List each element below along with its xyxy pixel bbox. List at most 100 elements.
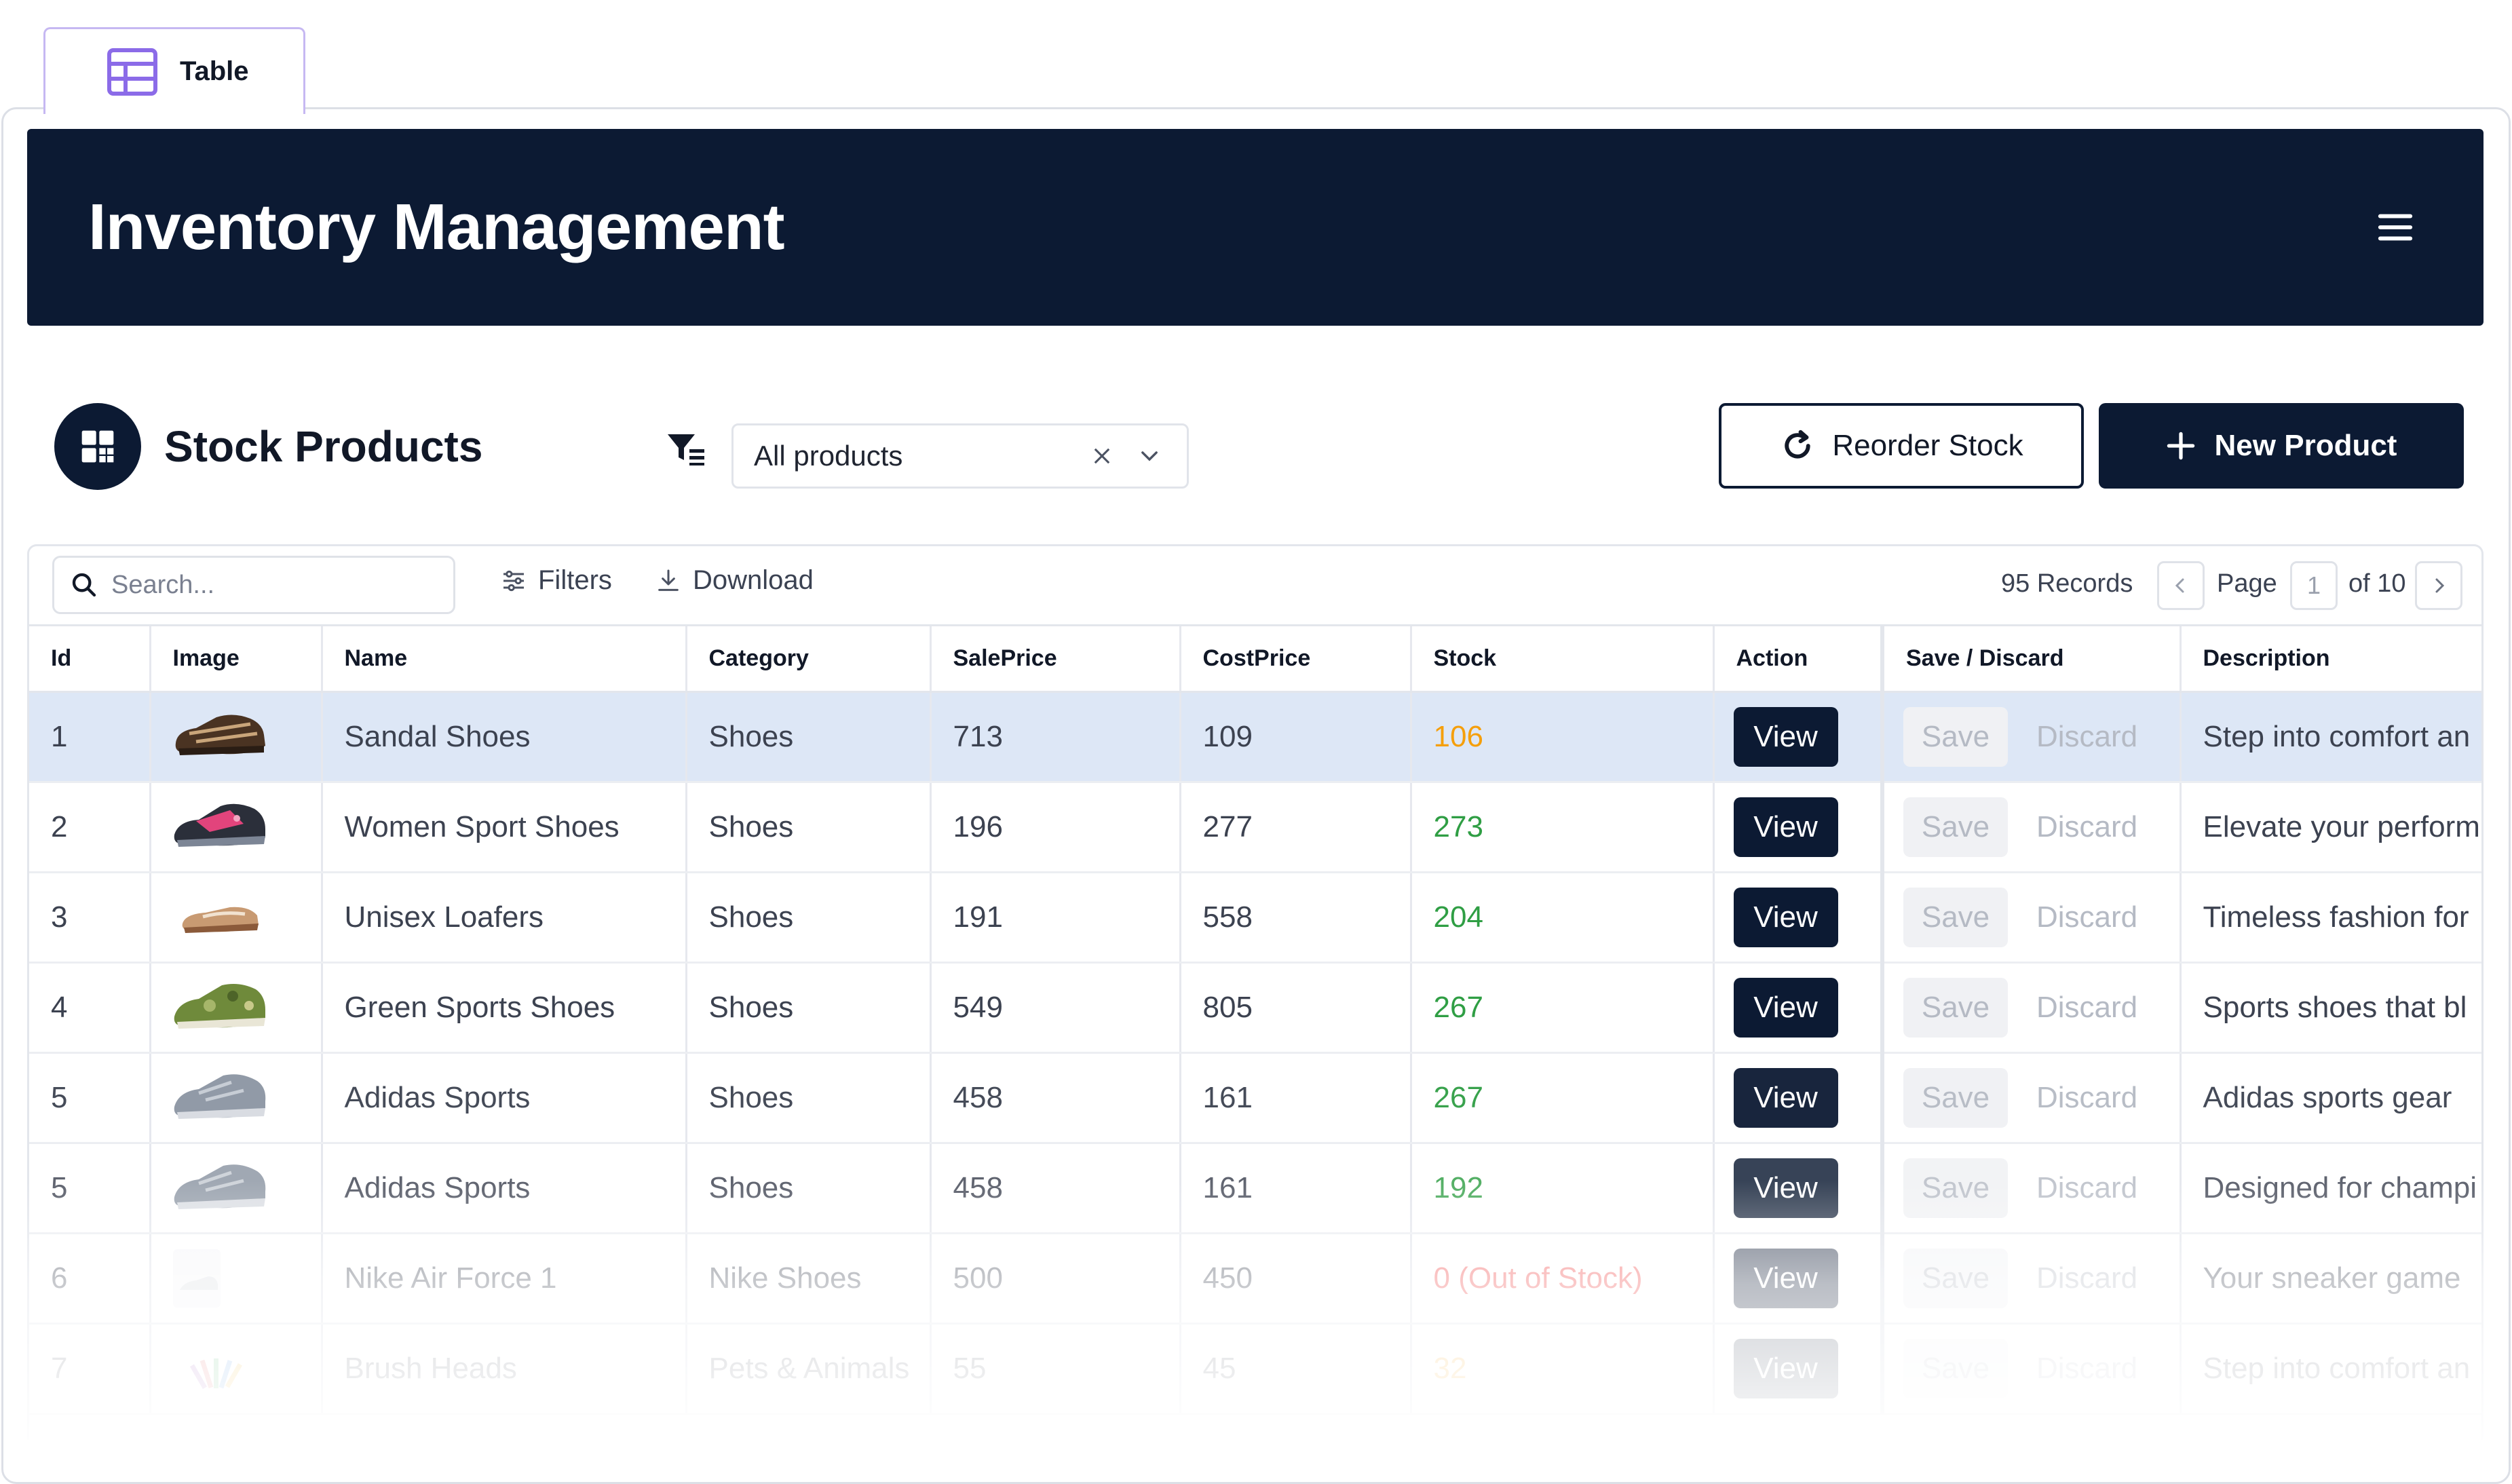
save-button[interactable]: Save (1903, 1248, 2008, 1308)
category-cell: Nike Shoes (686, 1233, 932, 1325)
table-row[interactable]: 6 Nike Air Force 1 Nike Shoes 500 450 0 (Out … (29, 1233, 2481, 1325)
view-button[interactable]: View (1733, 797, 1838, 857)
action-cell: View (1713, 1323, 1884, 1415)
loafer-photo (182, 907, 259, 933)
save-discard-cell: Save Discard (1882, 872, 2182, 964)
chevron-down-icon[interactable] (1133, 439, 1166, 473)
view-button[interactable]: View (1733, 1158, 1838, 1218)
discard-button[interactable]: Discard (2036, 1080, 2138, 1114)
chevron-left-icon (2175, 578, 2184, 593)
column-header-saleprice[interactable]: SalePrice (930, 626, 1181, 693)
clear-icon[interactable] (1085, 439, 1119, 473)
column-header-image[interactable]: Image (150, 626, 323, 693)
stock-cell: 106 (1411, 691, 1715, 783)
category-cell: Pets & Animals (686, 1323, 932, 1415)
table-icon (107, 47, 157, 96)
discard-button[interactable]: Discard (2036, 1351, 2138, 1385)
page-title: Inventory Management (88, 191, 785, 263)
column-header-stock[interactable]: Stock (1411, 626, 1715, 693)
brush-heads-photo (189, 1358, 242, 1389)
tab-table[interactable]: Table (43, 27, 305, 114)
column-header-costprice[interactable]: CostPrice (1180, 626, 1412, 693)
refresh-icon (1785, 430, 1811, 459)
table-row[interactable]: 7 Brush Heads Pets & Animals 55 45 32 View Save… (29, 1323, 2481, 1415)
save-discard-cell: Save Discard (1882, 1052, 2182, 1144)
name-cell: Adidas Sports (322, 1052, 687, 1144)
table-header-row: Id Image Name Category SalePrice CostPri… (29, 626, 2481, 693)
description-cell: Sports shoes that bl (2180, 962, 2481, 1054)
prev-page-button[interactable] (2157, 561, 2205, 610)
image-cell (150, 1323, 323, 1415)
table-row[interactable]: 5 Adidas Sports Shoes 458 161 267 View Save Disc… (29, 1052, 2481, 1144)
save-button[interactable]: Save (1903, 1158, 2008, 1218)
pink-sport-shoe-photo (174, 803, 265, 847)
table-row[interactable]: 3 Unisex Loafers Shoes 191 558 204 View Save Dis… (29, 872, 2481, 964)
table-toolbar: Filters Download 95 Records Page 1 of 10 (29, 546, 2481, 626)
view-button[interactable]: View (1733, 1338, 1838, 1399)
column-header-description[interactable]: Description (2180, 626, 2481, 693)
save-button[interactable]: Save (1903, 1067, 2008, 1128)
image-cell (150, 1052, 323, 1144)
view-button[interactable]: View (1733, 977, 1838, 1038)
discard-button[interactable]: Discard (2036, 990, 2138, 1024)
search-input[interactable] (111, 570, 423, 600)
table-row[interactable]: 2 Women Sport Shoes Shoes 196 277 273 View Save… (29, 782, 2481, 873)
save-button[interactable]: Save (1903, 977, 2008, 1038)
save-discard-cell: Save Discard (1882, 962, 2182, 1054)
discard-button[interactable]: Discard (2036, 1261, 2138, 1295)
discard-button[interactable]: Discard (2036, 719, 2138, 753)
save-button[interactable]: Save (1903, 887, 2008, 947)
column-header-category[interactable]: Category (686, 626, 932, 693)
action-cell: View (1713, 691, 1884, 783)
hamburger-menu-button[interactable] (2368, 200, 2422, 254)
hamburger-icon (2378, 214, 2413, 241)
column-header-action[interactable]: Action (1713, 626, 1884, 693)
action-cell: View (1713, 1052, 1884, 1144)
discard-button[interactable]: Discard (2036, 1171, 2138, 1204)
column-header-save-discard[interactable]: Save / Discard (1882, 626, 2182, 693)
column-header-name[interactable]: Name (322, 626, 687, 693)
section-heading: Stock Products (54, 403, 482, 490)
tab-label: Table (180, 56, 249, 86)
filter-sort-icon[interactable] (665, 430, 712, 471)
product-filter-select[interactable]: All products (731, 423, 1189, 489)
id-cell: 2 (29, 782, 151, 873)
chevron-right-icon (2435, 578, 2445, 593)
view-button[interactable]: View (1733, 706, 1838, 767)
table-row[interactable]: 5 Adidas Sports Shoes 458 161 192 View Save Disc… (29, 1143, 2481, 1234)
next-page-button[interactable] (2415, 561, 2462, 610)
view-button[interactable]: View (1733, 1248, 1838, 1308)
search-box[interactable] (52, 556, 455, 614)
table-row[interactable]: 1 Sandal Shoes Shoes 713 109 106 View Save Disca… (29, 691, 2481, 783)
save-button[interactable]: Save (1903, 1338, 2008, 1399)
costprice-cell: 161 (1180, 1052, 1412, 1144)
app-header: Inventory Management (27, 129, 2484, 326)
description-cell: Step into comfort an (2180, 1323, 2481, 1415)
category-cell: Shoes (686, 962, 932, 1054)
download-button[interactable]: Download (655, 565, 814, 596)
page-number-input[interactable]: 1 (2290, 561, 2338, 610)
view-button[interactable]: View (1733, 887, 1838, 947)
reorder-stock-button[interactable]: Reorder Stock (1719, 403, 2084, 489)
table-row[interactable]: 4 Green Sports Shoes Shoes 549 805 267 View Sav… (29, 962, 2481, 1054)
save-button[interactable]: Save (1903, 706, 2008, 767)
discard-button[interactable]: Discard (2036, 810, 2138, 843)
download-label: Download (693, 565, 814, 595)
category-cell: Shoes (686, 691, 932, 783)
costprice-cell: 805 (1180, 962, 1412, 1054)
costprice-cell: 450 (1180, 1233, 1412, 1325)
green-camo-shoe-photo (174, 983, 265, 1029)
name-cell: Sandal Shoes (322, 691, 687, 783)
save-button[interactable]: Save (1903, 797, 2008, 857)
category-cell: Shoes (686, 872, 932, 964)
image-cell (150, 782, 323, 873)
stock-cell: 273 (1411, 782, 1715, 873)
discard-button[interactable]: Discard (2036, 900, 2138, 934)
new-product-button[interactable]: New Product (2099, 403, 2464, 489)
products-table: Id Image Name Category SalePrice CostPri… (29, 626, 2481, 1415)
white-sneaker-photo (172, 1249, 221, 1308)
column-header-id[interactable]: Id (29, 626, 151, 693)
filters-button[interactable]: Filters (500, 565, 612, 596)
view-button[interactable]: View (1733, 1067, 1838, 1128)
category-cell: Shoes (686, 782, 932, 873)
